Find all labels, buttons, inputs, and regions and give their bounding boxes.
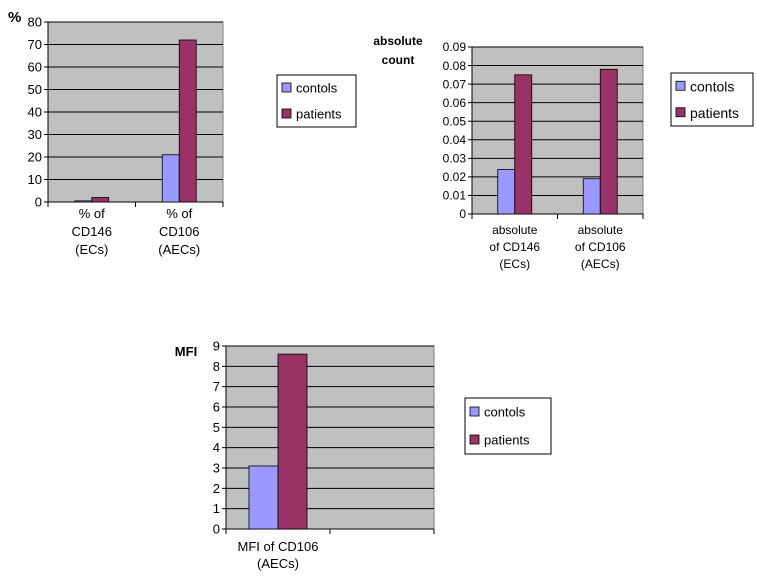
y-tick-label: 60 [28,60,42,75]
category-label-line: absolute [578,223,624,237]
legend-label-contols: contols [690,78,734,94]
y-tick-label: 8 [213,359,220,374]
y-tick-label: 0.02 [443,170,467,184]
chart-1: 0 10 20 30 40 50 60 70 80 % of CD146 (ECs) % of CD106… [8,9,357,257]
category-label: MFI of CD106 (AECs) [238,539,319,571]
y-tick-label: 7 [213,379,220,394]
legend-label-patients: patients [690,105,739,121]
chart-3: 0 1 2 3 4 5 6 7 8 9 MFI of CD106 (AECs) MFI contols pa… [175,339,552,571]
category-label-line: (ECs) [499,257,530,271]
y-tick-label: 3 [213,461,220,476]
category-label-line: MFI of CD106 [238,539,319,554]
bar-contols-2 [582,178,601,215]
y-tick-label: 20 [28,150,42,165]
y-tick-label: 0 [35,195,42,210]
y-tick-label: 0.01 [443,189,467,203]
legend-swatch-patients [469,434,480,445]
y-tick-label: 2 [213,481,220,496]
bar-contols-1 [74,200,93,203]
category-label: absolute of CD146 (ECs) [489,223,540,271]
chart-2: 0 0.01 0.02 0.03 0.04 0.05 0.06 0.07 0.08 0.09 abs… [373,34,754,271]
y-tick-label: 0.05 [443,114,467,128]
y-tick-label: 0 [459,207,466,221]
legend-label-contols: contols [296,81,338,96]
y-tick-label: 80 [28,15,42,30]
y-tick-label: 1 [213,501,220,516]
legend-label-patients: patients [296,107,342,122]
category-label-line: of CD106 [575,240,626,254]
y-axis-label: MFI [175,344,197,359]
y-tick-label: 5 [213,420,220,435]
category-label: % of CD106 (AECs) [158,206,200,257]
bar-patients-2 [599,68,618,215]
bar-patients-1 [514,74,533,215]
category-label-line: % of [166,206,192,221]
y-axis-label: % [8,9,21,26]
legend-swatch-patients [281,108,292,119]
legend-swatch-contols [675,80,686,91]
bar-patients-1 [277,353,308,530]
y-tick-label: 0.08 [443,59,467,73]
y-tick-label: 0.06 [443,96,467,110]
bar-patients-2 [178,39,197,203]
y-tick-label: 0.04 [443,133,467,147]
y-tick-label: 9 [213,339,220,354]
bar-patients-1 [91,197,110,203]
y-tick-label: 0.03 [443,152,467,166]
category-label-line: CD106 [159,224,199,239]
category-label-line: % of [79,206,105,221]
category-label: absolute of CD106 (AECs) [575,223,626,271]
y-tick-label: 40 [28,105,42,120]
legend: contols patients [464,397,552,455]
category-label-line: (ECs) [75,242,108,257]
legend-label-patients: patients [484,433,530,448]
y-tick-label: 70 [28,37,42,52]
y-tick-label: 10 [28,172,42,187]
category-label-line: (AECs) [581,257,620,271]
y-axis-label: count [382,53,415,67]
category-label-line: CD146 [72,224,112,239]
y-tick-label: 30 [28,127,42,142]
y-tick-label: 4 [213,440,220,455]
y-axis-label: absolute [373,34,423,48]
category-label-line: (AECs) [257,556,299,571]
bar-contols-1 [248,465,279,530]
y-tick-label: 0.07 [443,77,467,91]
category-label: % of CD146 (ECs) [72,206,112,257]
y-tick-label: 0.09 [443,40,467,54]
bar-contols-2 [161,154,180,203]
y-tick-label: 0 [213,522,220,537]
category-label-line: of CD146 [489,240,540,254]
legend-swatch-contols [281,82,292,93]
legend-label-contols: contols [484,405,526,420]
y-tick-label: 6 [213,400,220,415]
category-label-line: (AECs) [158,242,200,257]
legend: contols patients [670,72,754,127]
y-tick-label: 50 [28,82,42,97]
legend-swatch-contols [469,406,480,417]
legend: contols patients [276,74,357,128]
bar-contols-1 [497,169,516,215]
legend-swatch-patients [675,107,686,118]
category-label-line: absolute [492,223,538,237]
